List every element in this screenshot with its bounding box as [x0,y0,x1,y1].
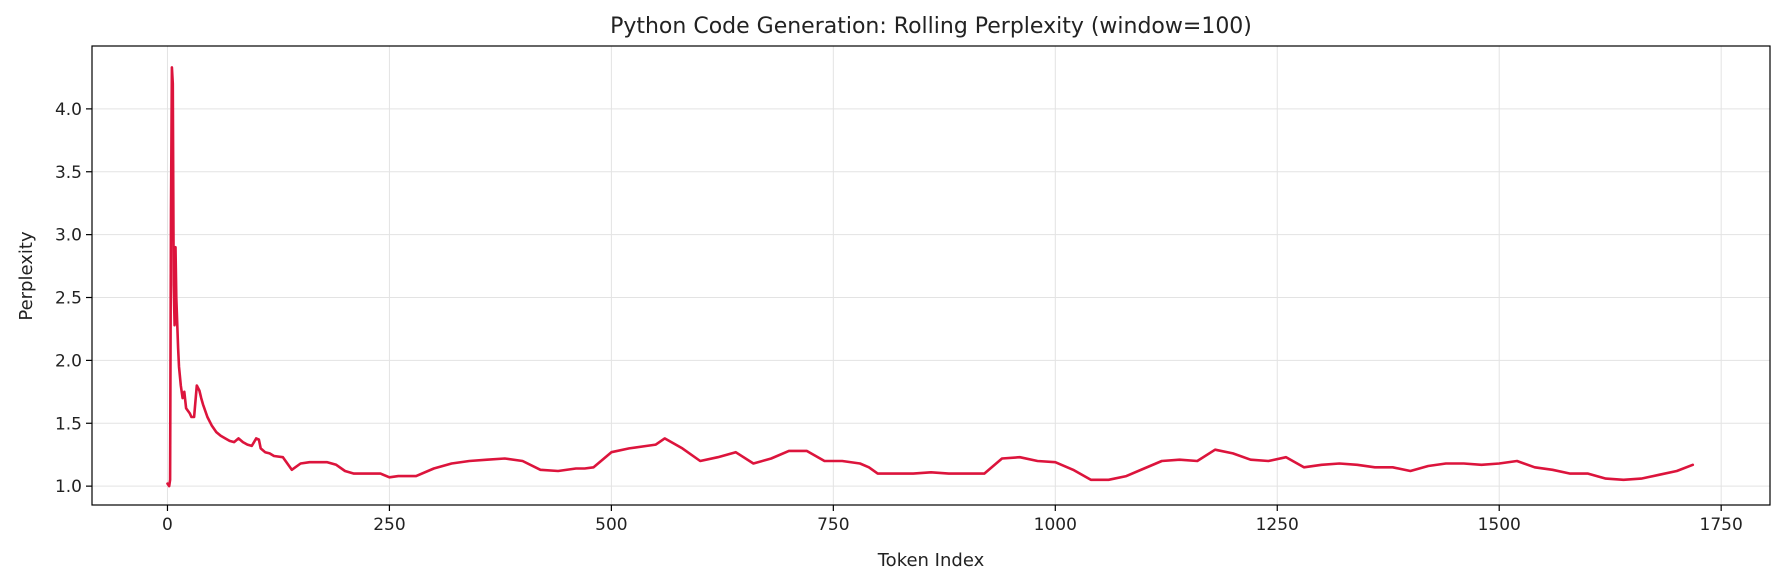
plot-frame [91,45,1771,506]
y-tick-label: 1.5 [55,414,82,434]
x-tick-label: 1750 [1700,515,1743,535]
y-tick-label: 1.0 [55,477,82,497]
y-tick-label: 2.0 [55,351,82,371]
axis-ticks: 0 250 500 750 1000 1250 1500 1750 1.0 1.5 2.0 2.5 3.… [55,100,1743,535]
x-tick-label: 1000 [1034,515,1077,535]
chart-title: Python Code Generation: Rolling Perplexi… [610,14,1252,39]
x-axis-label: Token Index [877,550,985,571]
y-tick-label: 4.0 [55,100,82,120]
y-tick-label: 3.5 [55,163,82,183]
y-axis-label: Perplexity [16,231,37,321]
grid-lines [92,46,1770,505]
x-tick-label: 1500 [1478,515,1521,535]
x-tick-label: 250 [373,515,405,535]
x-tick-label: 0 [162,515,173,535]
x-tick-label: 500 [595,515,627,535]
series-layer [166,66,1695,488]
x-tick-label: 1250 [1256,515,1299,535]
perplexity-line [166,66,1695,488]
y-tick-label: 2.5 [55,289,82,309]
y-tick-label: 3.0 [55,226,82,246]
x-tick-label: 750 [817,515,849,535]
